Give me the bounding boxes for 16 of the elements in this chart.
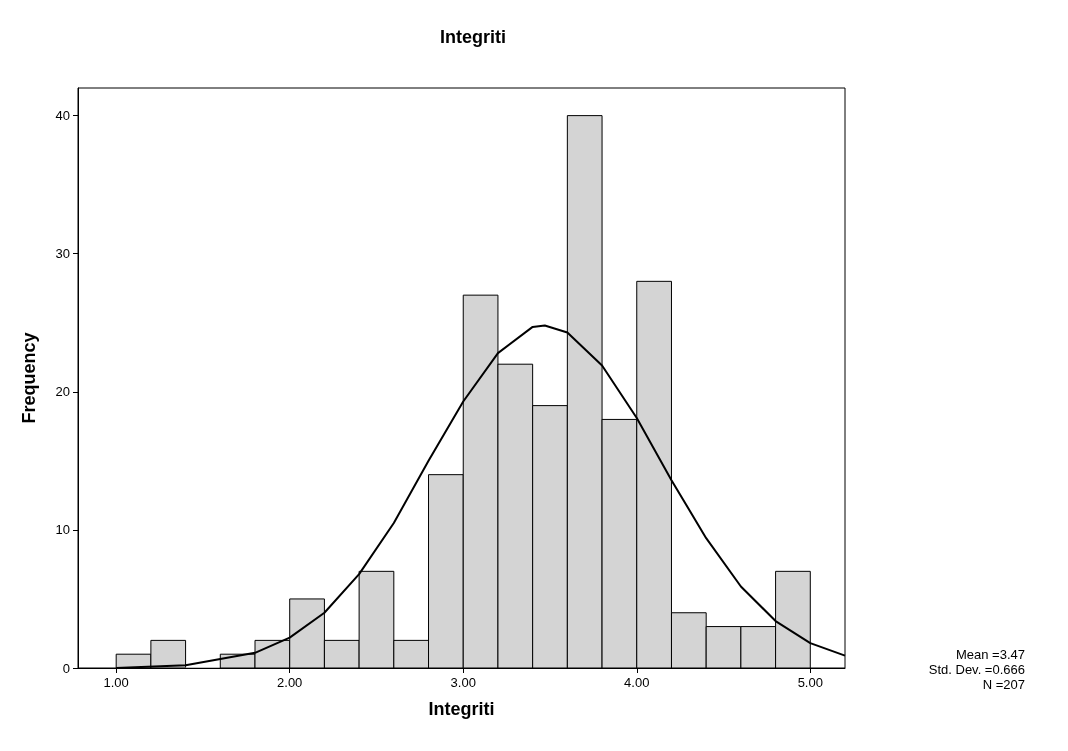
text: N =207: [982, 677, 1026, 692]
x-axis-title: Integriti: [428, 699, 495, 719]
y-tick-label: 0: [62, 660, 70, 676]
y-tick-label: 40: [55, 108, 70, 124]
y-tick-label: 30: [55, 246, 70, 262]
y-tick-label: 10: [55, 522, 70, 538]
text: Std. Dev. =0.666: [928, 662, 1026, 677]
text: Mean =3.47: [955, 647, 1025, 662]
x-tick-label: 2.00: [277, 675, 303, 690]
y-tick-label: 20: [55, 384, 70, 400]
chart-title: Integriti: [440, 27, 506, 47]
y-axis-title: Frequency: [19, 332, 39, 424]
x-tick-label: 5.00: [797, 675, 823, 690]
x-tick-label: 1.00: [103, 675, 129, 690]
x-tick-label: 4.00: [624, 675, 650, 690]
x-tick-label: 3.00: [450, 675, 476, 690]
